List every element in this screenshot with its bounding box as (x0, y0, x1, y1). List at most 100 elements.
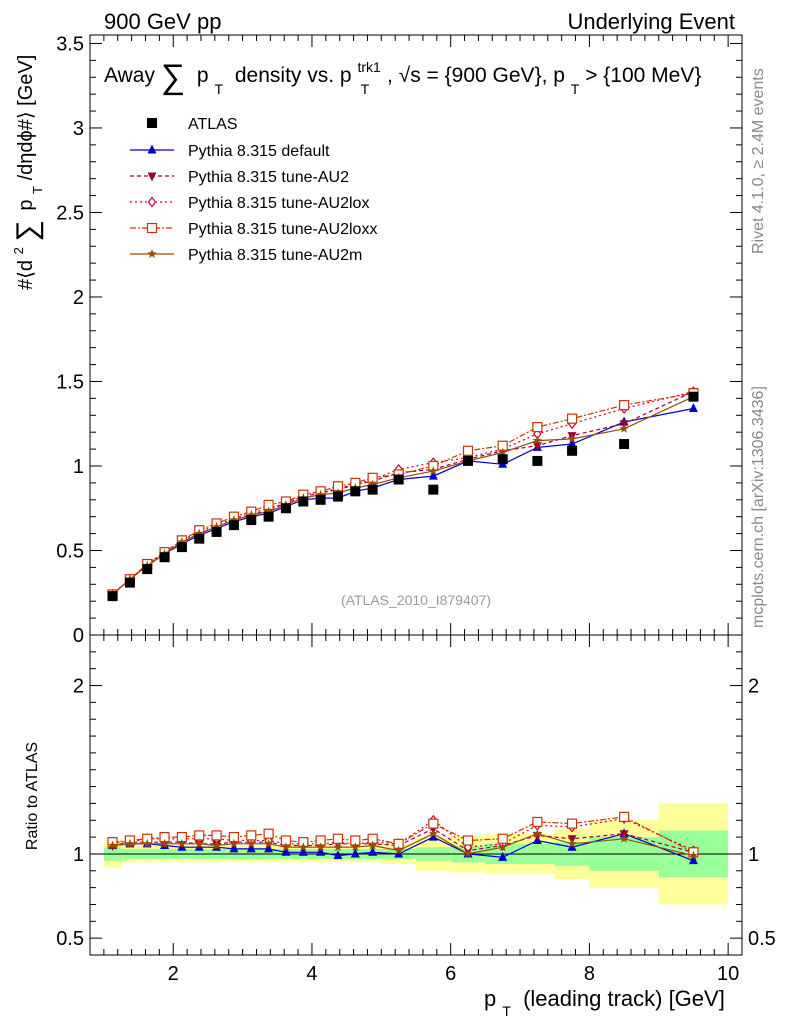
series-5-ratio-point (497, 842, 508, 852)
series-1-ratio-point (246, 843, 256, 853)
ratio-y-tick-label-right: 2 (748, 676, 759, 698)
atlas-data-point (176, 542, 187, 553)
series-5-ratio-point (619, 833, 629, 843)
atlas-data-point (159, 552, 170, 563)
ratio-y-tick-label-right: 1 (748, 844, 759, 866)
y-tick-label: 1 (73, 456, 84, 478)
side-mcplots: mcplots.cern.ch [arXiv:1306.3436] (750, 386, 767, 628)
series-4-ratio-point (618, 811, 630, 822)
x-tick-label: 4 (306, 963, 317, 985)
ratio-series-layer (107, 811, 699, 865)
series-5-point (497, 447, 508, 457)
legend-marker-3 (147, 196, 157, 208)
series-5-ratio-point (194, 838, 204, 848)
series-4-ratio-point (566, 818, 578, 829)
legend: ATLAS Pythia 8.315 default Pythia 8.315 tu… (130, 116, 377, 264)
title-part-d: > {100 MeV} (585, 64, 701, 87)
main-series-layer (107, 386, 699, 602)
atlas-data-point (688, 391, 699, 402)
series-4-ratio-point (194, 830, 205, 841)
series-5-ratio-point (211, 840, 222, 850)
side-rivet: Rivet 4.1.0, ≥ 2.4M events (750, 68, 767, 254)
series-2-point (532, 442, 542, 452)
y-tick-label: 2.5 (56, 202, 84, 224)
title-part-b: density vs. p (235, 64, 352, 87)
atlas-data-point (567, 445, 578, 456)
y-tick-label: 0 (73, 625, 84, 647)
series-1-ratio-line (112, 833, 694, 862)
legend-marker-2 (147, 172, 157, 182)
ratio-frame (89, 634, 743, 956)
series-4-point (462, 445, 474, 456)
atlas-data-point (428, 484, 439, 495)
title-p: p (197, 64, 209, 87)
series-5-line (112, 396, 694, 595)
ylabel-p: p (15, 200, 37, 211)
series-4-ratio-point (497, 833, 508, 844)
series-5-ratio-line (112, 833, 694, 857)
series-5-ratio-point (567, 838, 577, 848)
atlas-data-point (367, 484, 378, 495)
series-5-point (619, 423, 629, 433)
atlas-data-point (315, 494, 326, 505)
series-1-ratio-point (350, 848, 360, 858)
header-right: Underlying Event (567, 9, 735, 34)
ylabel-sup-2: 2 (11, 247, 26, 254)
x-tick-label: 6 (445, 963, 456, 985)
series-5-ratio-point (281, 842, 291, 852)
series-5-ratio-point (298, 842, 308, 852)
series-5-ratio-point (159, 838, 170, 848)
plot-title: Away ∑ p T density vs. p trk1 T , √s = {… (104, 54, 701, 99)
title-sub-t3: T (571, 81, 580, 97)
series-1-ratio-point (428, 831, 438, 841)
series-1-ratio-point (333, 850, 343, 860)
header-left: 900 GeV pp (104, 9, 221, 34)
series-5-ratio-point (463, 848, 473, 858)
series-5-point (211, 521, 222, 531)
legend-marker-5 (147, 249, 157, 258)
series-1-ratio-point (368, 846, 378, 856)
series-4-ratio-point (263, 828, 274, 839)
series-1-ratio-point (567, 841, 577, 851)
series-4-ratio-point (532, 816, 543, 828)
series-1-point (688, 403, 698, 413)
series-1-point (567, 438, 577, 448)
title-sum: ∑ (161, 58, 185, 96)
series-1-ratio-point (281, 846, 291, 856)
series-1-ratio-point (298, 846, 308, 856)
series-5-ratio-point (350, 842, 361, 852)
legend-label-3: Pythia 8.315 tune-AU2lox (188, 195, 369, 212)
series-4-ratio-point (246, 830, 257, 841)
series-5-point (194, 528, 204, 538)
ratio-y-tick-label-right: 0.5 (748, 928, 776, 950)
series-5-ratio-point (229, 838, 239, 848)
title-sub-t2: T (361, 81, 370, 97)
x-tick-label: 10 (717, 963, 739, 985)
atlas-data-point (228, 520, 239, 531)
atlas-data-point (350, 486, 361, 497)
series-1-ratio-point (264, 843, 274, 853)
atlas-data-point (497, 454, 508, 465)
ylabel-part-b: /dηdϕ#⟩ [GeV] (15, 55, 37, 181)
legend-label-2: Pythia 8.315 tune-AU2 (188, 169, 349, 186)
ratio-panel: 2 4 6 8 100.5 0.51 12 2 (56, 35, 776, 985)
legend-marker-atlas (147, 118, 157, 128)
watermark: (ATLAS_2010_I879407) (341, 592, 491, 608)
y-tick-label: 0.5 (56, 540, 84, 562)
atlas-data-point (107, 591, 118, 602)
title-sup-trk1: trk1 (357, 59, 381, 75)
ratio-y-label: Ratio to ATLAS (24, 742, 41, 850)
ratio-y-tick-label: 2 (73, 676, 84, 698)
series-1-ratio-point (229, 843, 239, 853)
atlas-data-point (393, 474, 404, 485)
atlas-data-point (263, 511, 274, 522)
y-tick-label: 3 (73, 118, 84, 140)
ratio-y-tick-label: 0.5 (56, 928, 84, 950)
x-tick-label: 8 (584, 963, 595, 985)
series-3-line (112, 391, 694, 595)
legend-label-atlas: ATLAS (188, 116, 238, 133)
y-tick-label: 3.5 (56, 33, 84, 55)
title-sub-t: T (214, 81, 223, 97)
series-5-ratio-point (177, 838, 187, 848)
